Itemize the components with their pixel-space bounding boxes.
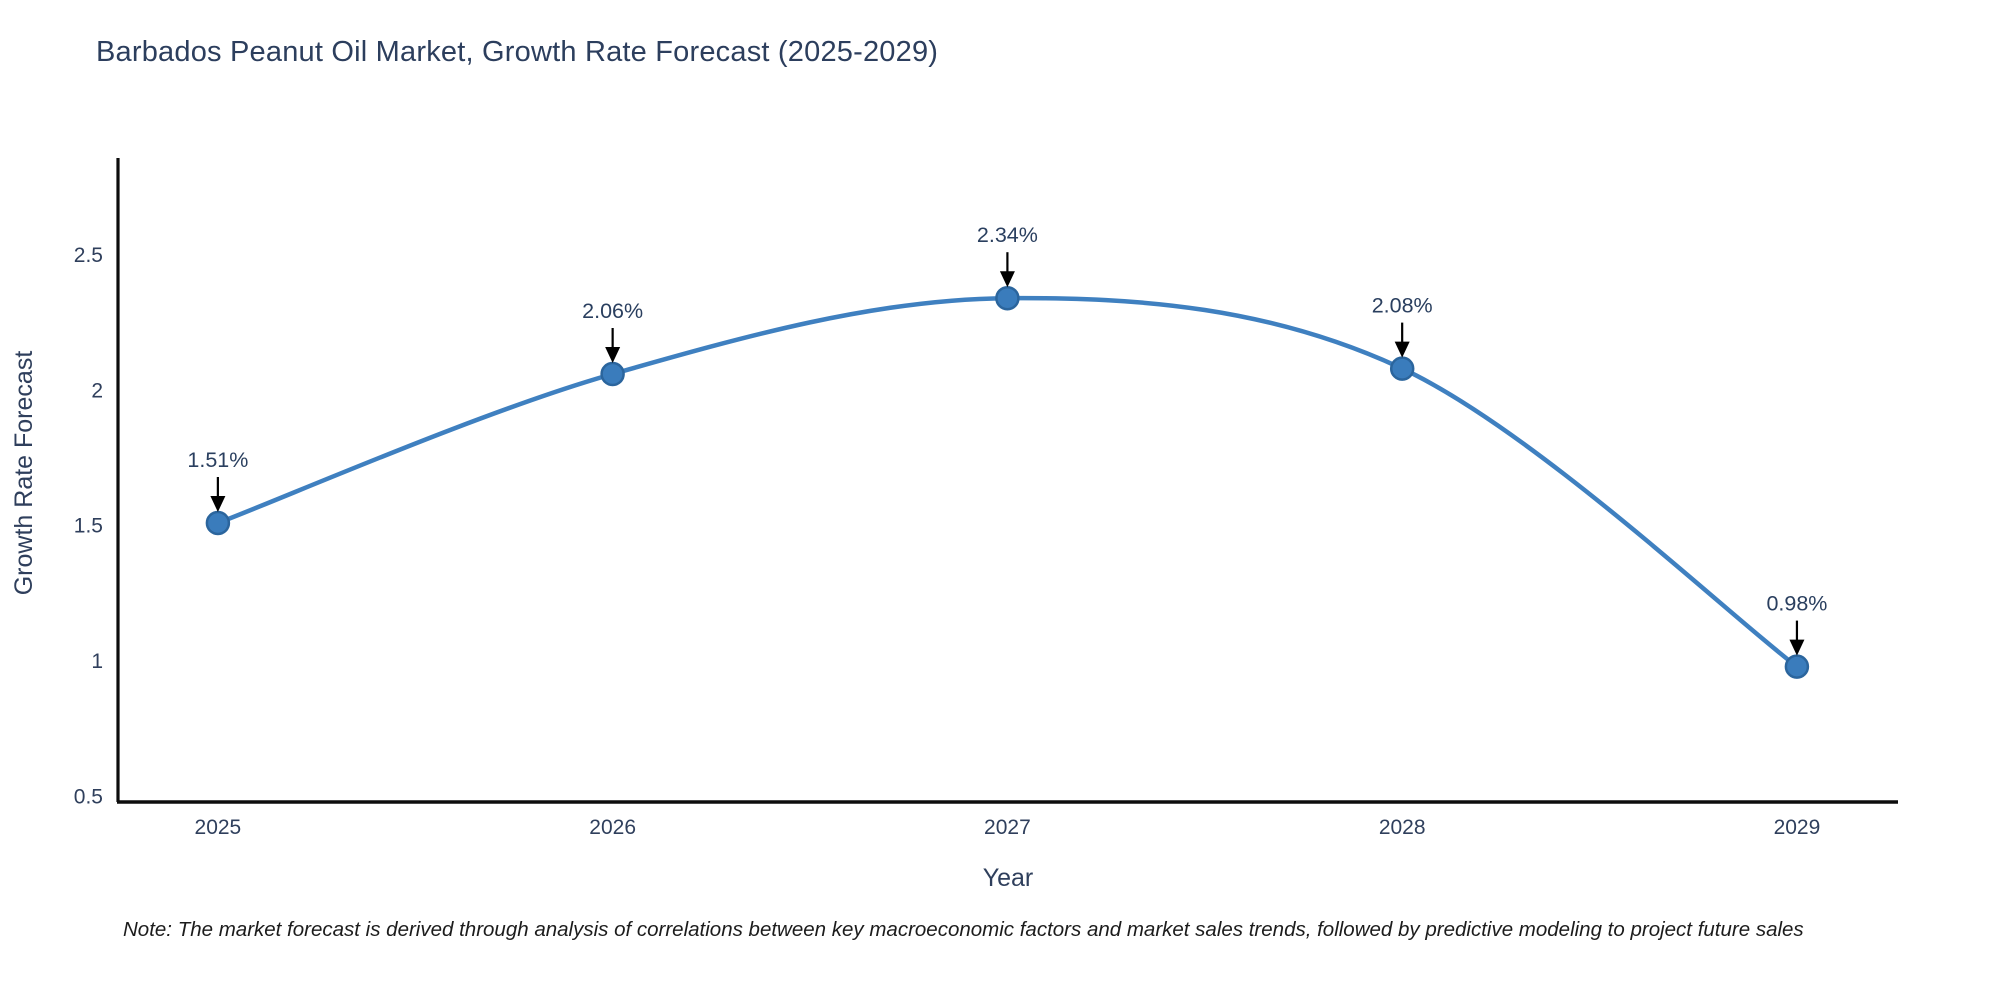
data-label-2026: 2.06% xyxy=(582,299,643,323)
y-tick-label-0.5: 0.5 xyxy=(74,786,103,809)
x-tick-label-2027: 2027 xyxy=(984,816,1031,839)
data-point-2025[interactable] xyxy=(205,510,231,536)
annotation-arrowhead-icon xyxy=(605,347,621,363)
chart-title: Barbados Peanut Oil Market, Growth Rate … xyxy=(96,36,939,68)
data-point-2026[interactable] xyxy=(600,361,625,387)
annotation-arrowhead-icon xyxy=(210,496,226,512)
x-tick-label-2029: 2029 xyxy=(1774,816,1821,839)
forecast-line xyxy=(215,295,1800,669)
data-label-2028: 2.08% xyxy=(1372,294,1433,318)
y-tick-label-1: 1 xyxy=(91,650,103,673)
data-point-2029[interactable] xyxy=(1784,654,1810,679)
y-axis-title: Growth Rate Forecast xyxy=(10,351,38,596)
annotation-arrowhead-icon xyxy=(1394,341,1410,358)
data-label-2027: 2.34% xyxy=(977,223,1038,247)
y-tick-label-2: 2 xyxy=(91,379,103,402)
x-tick-label-2026: 2026 xyxy=(589,816,636,839)
x-tick-label-2028: 2028 xyxy=(1379,816,1426,839)
y-tick-label-1.5: 1.5 xyxy=(74,515,103,538)
data-point-2028[interactable] xyxy=(1389,356,1415,381)
footnote: Note: The market forecast is derived thr… xyxy=(123,918,1804,941)
annotation-arrowhead-icon xyxy=(1789,639,1805,656)
data-label-2029: 0.98% xyxy=(1766,592,1827,616)
annotation-arrowhead-icon xyxy=(999,271,1015,288)
x-axis-title: Year xyxy=(983,864,1034,892)
y-tick-label-2.5: 2.5 xyxy=(74,244,103,267)
data-point-2027[interactable] xyxy=(995,285,1020,311)
x-tick-label-2025: 2025 xyxy=(195,816,242,839)
data-label-2025: 1.51% xyxy=(187,448,248,472)
